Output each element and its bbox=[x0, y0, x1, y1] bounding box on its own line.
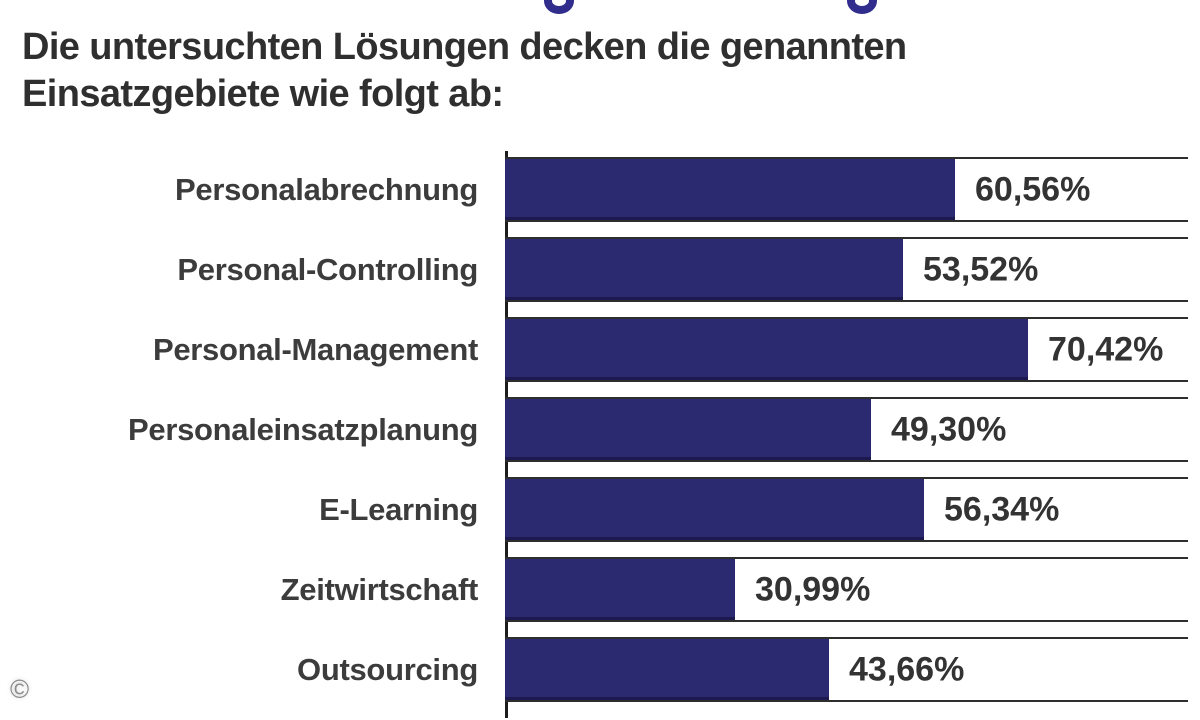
bar bbox=[505, 639, 829, 700]
bar-track: 53,52% bbox=[505, 237, 1188, 302]
bar-chart: Personalabrechnung 60,56% Personal-Contr… bbox=[0, 157, 1188, 702]
bar-track: 70,42% bbox=[505, 317, 1188, 382]
bar-track: 43,66% bbox=[505, 637, 1188, 702]
bar-track: 30,99% bbox=[505, 557, 1188, 622]
category-label: Personaleinsatzplanung bbox=[128, 411, 478, 447]
copyright-icon: © bbox=[10, 674, 30, 704]
value-label: 49,30% bbox=[891, 410, 1007, 448]
value-label: 56,34% bbox=[944, 490, 1060, 528]
bar-track: 60,56% bbox=[505, 157, 1188, 222]
bar bbox=[505, 399, 871, 460]
bar-track: 56,34% bbox=[505, 477, 1188, 542]
bar-row: E-Learning 56,34% bbox=[0, 477, 1188, 542]
bar-row: Outsourcing 43,66% bbox=[0, 637, 1188, 702]
category-label: Personalabrechnung bbox=[175, 171, 478, 207]
cropped-title-descender bbox=[544, 0, 574, 14]
bar-row: Personal-Controlling 53,52% bbox=[0, 237, 1188, 302]
bar-row: Zeitwirtschaft 30,99% bbox=[0, 557, 1188, 622]
bar-row: Personal-Management 70,42% bbox=[0, 317, 1188, 382]
value-label: 60,56% bbox=[975, 170, 1091, 208]
bar-track: 49,30% bbox=[505, 397, 1188, 462]
bar bbox=[505, 479, 924, 540]
category-label: Outsourcing bbox=[297, 651, 478, 687]
cropped-title-descender bbox=[847, 0, 877, 14]
bar bbox=[505, 239, 903, 300]
bar-row: Personaleinsatzplanung 49,30% bbox=[0, 397, 1188, 462]
chart-subtitle-line1: Die untersuchten Lösungen decken die gen… bbox=[22, 26, 907, 68]
chart-subtitle: Die untersuchten Lösungen decken die gen… bbox=[22, 24, 907, 118]
value-label: 30,99% bbox=[755, 570, 871, 608]
bar bbox=[505, 559, 735, 620]
category-label: Personal-Management bbox=[152, 331, 478, 367]
category-label: Zeitwirtschaft bbox=[280, 571, 479, 607]
value-label: 43,66% bbox=[849, 650, 965, 688]
bar bbox=[505, 159, 955, 220]
value-label: 53,52% bbox=[923, 250, 1039, 288]
category-label: Personal-Controlling bbox=[177, 251, 478, 287]
chart-subtitle-line2: Einsatzgebiete wie folgt ab: bbox=[22, 73, 504, 115]
category-label: E-Learning bbox=[319, 491, 478, 527]
bar bbox=[505, 319, 1028, 380]
value-label: 70,42% bbox=[1048, 330, 1164, 368]
bar-row: Personalabrechnung 60,56% bbox=[0, 157, 1188, 222]
